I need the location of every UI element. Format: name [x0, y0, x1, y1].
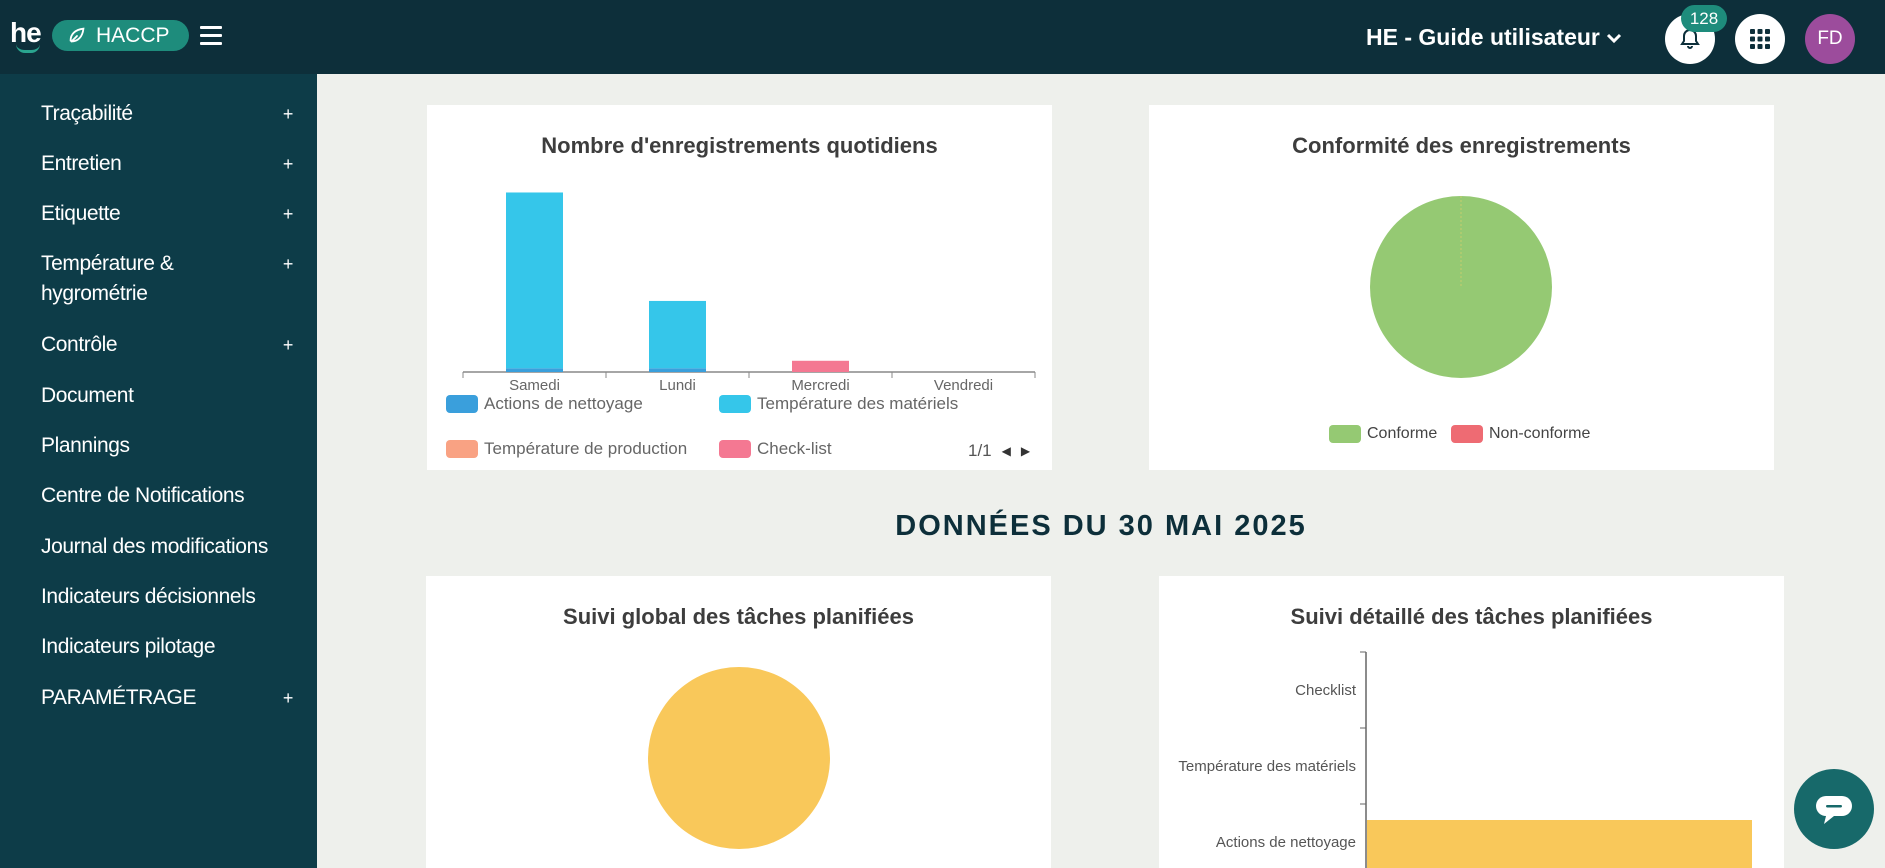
- x-tick-label: Mercredi: [791, 377, 849, 394]
- sidebar-item-entretien[interactable]: Entretien +: [41, 149, 293, 179]
- daily-records-card: Nombre d'enregistrements quotidiens Same…: [427, 105, 1052, 470]
- legend-item-conforme[interactable]: Conforme: [1329, 425, 1437, 443]
- conformity-card: Conformité des enregistrements Conforme …: [1149, 105, 1774, 470]
- hamburger-menu-icon[interactable]: [200, 26, 222, 46]
- top-bar: he HACCP HE - Guide utilisateur 128 FD: [0, 0, 1885, 74]
- legend-item-non-conforme[interactable]: Non-conforme: [1451, 425, 1590, 443]
- legend-label: Température des matériels: [757, 394, 959, 413]
- card-title: Conformité des enregistrements: [1292, 133, 1631, 158]
- legend-item-production[interactable]: Température de production: [446, 439, 687, 459]
- sidebar-item-journal-modifications[interactable]: Journal des modifications: [41, 532, 293, 562]
- sidebar-item-etiquette[interactable]: Etiquette +: [41, 199, 293, 229]
- sidebar-item-label: Traçabilité: [41, 102, 133, 125]
- legend-label: Non-conforme: [1489, 425, 1591, 442]
- haccp-app-badge[interactable]: HACCP: [52, 20, 189, 51]
- daily-records-chart: Samedi Lundi Mercredi Vendredi: [462, 192, 1036, 394]
- grid-icon: [1750, 29, 1770, 49]
- notification-count-badge: 128: [1681, 5, 1727, 32]
- organization-selector[interactable]: HE - Guide utilisateur: [1366, 24, 1622, 51]
- legend-swatch: [1451, 425, 1483, 443]
- expand-plus-icon[interactable]: +: [282, 254, 294, 274]
- card-title: Suivi détaillé des tâches planifiées: [1290, 604, 1653, 629]
- sidebar-item-label: Centre de Notifications: [41, 484, 245, 507]
- sidebar-item-label: Indicateurs pilotage: [41, 635, 216, 658]
- bar-samedi-series-0: [506, 368, 563, 372]
- x-tick-label: Lundi: [659, 377, 696, 394]
- legend-swatch: [719, 395, 751, 413]
- sidebar-item-label: Entretien: [41, 152, 122, 175]
- bar-samedi-series-1: [506, 192, 563, 369]
- sidebar-item-indicateurs-decisionnels[interactable]: Indicateurs décisionnels: [41, 582, 293, 612]
- bar-2: [1367, 820, 1752, 868]
- chat-bubble-icon: [1816, 796, 1852, 824]
- sidebar-item-controle[interactable]: Contrôle +: [41, 330, 293, 360]
- caret-left-icon[interactable]: ◀: [1001, 444, 1011, 458]
- legend-label: Conforme: [1367, 425, 1438, 442]
- x-tick-label: Vendredi: [934, 377, 993, 394]
- bar-lundi-series-1: [649, 300, 706, 369]
- pager-label: 1/1: [968, 441, 992, 460]
- conformity-pie-chart: [1370, 196, 1552, 378]
- legend-label: Actions de nettoyage: [484, 394, 643, 413]
- sidebar-item-label: Température & hygrométrie: [41, 252, 174, 305]
- x-tick-label: Samedi: [509, 377, 560, 394]
- pie-slice-planned: [648, 667, 830, 849]
- sidebar-item-label: Journal des modifications: [41, 535, 268, 558]
- legend-swatch: [446, 395, 478, 413]
- sidebar-item-plannings[interactable]: Plannings: [41, 431, 293, 461]
- sidebar-item-document[interactable]: Document: [41, 381, 293, 411]
- legend-swatch: [719, 440, 751, 458]
- expand-plus-icon[interactable]: +: [282, 104, 294, 124]
- chat-support-button[interactable]: [1794, 769, 1874, 849]
- legend-pager: 1/1 ◀ ▶: [968, 441, 1030, 461]
- sidebar-item-label: Document: [41, 384, 134, 407]
- sidebar-item-temperature[interactable]: Température & hygrométrie +: [41, 249, 293, 309]
- pie-slice-conforme: [1370, 196, 1552, 378]
- sidebar-item-label: PARAMÉTRAGE: [41, 686, 197, 709]
- logo: he: [10, 17, 42, 48]
- detailed-tasks-bar-chart: Checklist Température des matériels Action…: [1178, 651, 1752, 868]
- sidebar-item-label: Plannings: [41, 434, 130, 457]
- leaf-icon: [69, 27, 85, 42]
- sidebar-item-label: Etiquette: [41, 202, 121, 225]
- y-tick-label: Actions de nettoyage: [1216, 834, 1356, 851]
- legend-item-materiels[interactable]: Température des matériels: [719, 394, 958, 414]
- detailed-tasks-card: Suivi détaillé des tâches planifiées Che…: [1159, 576, 1784, 868]
- global-tasks-pie-chart: [648, 667, 830, 849]
- chevron-down-icon: [1606, 33, 1621, 43]
- bar-lundi-series-0: [649, 368, 706, 372]
- expand-plus-icon[interactable]: +: [282, 204, 294, 224]
- legend-item-checklist[interactable]: Check-list: [719, 439, 832, 459]
- sidebar-item-parametrage[interactable]: PARAMÉTRAGE +: [41, 683, 293, 713]
- app-name: HACCP: [96, 23, 170, 47]
- y-tick-label: Checklist: [1295, 682, 1357, 699]
- legend-swatch: [1329, 425, 1361, 443]
- expand-plus-icon[interactable]: +: [282, 688, 294, 708]
- legend-swatch: [446, 440, 478, 458]
- legend-item-nettoyage[interactable]: Actions de nettoyage: [446, 394, 643, 414]
- apps-grid-button[interactable]: [1735, 14, 1785, 64]
- sidebar-item-tracabilite[interactable]: Traçabilité +: [41, 99, 293, 129]
- card-title: Nombre d'enregistrements quotidiens: [541, 133, 938, 158]
- sidebar: Traçabilité + Entretien + Etiquette + Tempé…: [0, 74, 317, 868]
- sidebar-item-label: Indicateurs décisionnels: [41, 585, 256, 608]
- sidebar-item-label: Contrôle: [41, 333, 118, 356]
- expand-plus-icon[interactable]: +: [282, 154, 294, 174]
- expand-plus-icon[interactable]: +: [282, 335, 294, 355]
- sidebar-item-centre-notifications[interactable]: Centre de Notifications: [41, 481, 293, 511]
- user-avatar[interactable]: FD: [1805, 14, 1855, 64]
- legend-label: Température de production: [484, 439, 688, 458]
- card-title: Suivi global des tâches planifiées: [563, 604, 914, 629]
- section-title: DONNÉES DU 30 MAI 2025: [895, 510, 1307, 542]
- legend-label: Check-list: [757, 439, 832, 458]
- global-tasks-card: Suivi global des tâches planifiées: [426, 576, 1051, 868]
- y-tick-label: Température des matériels: [1178, 758, 1356, 775]
- logo-smile-icon: [16, 44, 40, 53]
- organization-title: HE - Guide utilisateur: [1366, 24, 1600, 50]
- sidebar-item-indicateurs-pilotage[interactable]: Indicateurs pilotage: [41, 632, 293, 662]
- caret-right-icon[interactable]: ▶: [1020, 444, 1031, 458]
- bar-mercredi-series-3: [792, 360, 849, 372]
